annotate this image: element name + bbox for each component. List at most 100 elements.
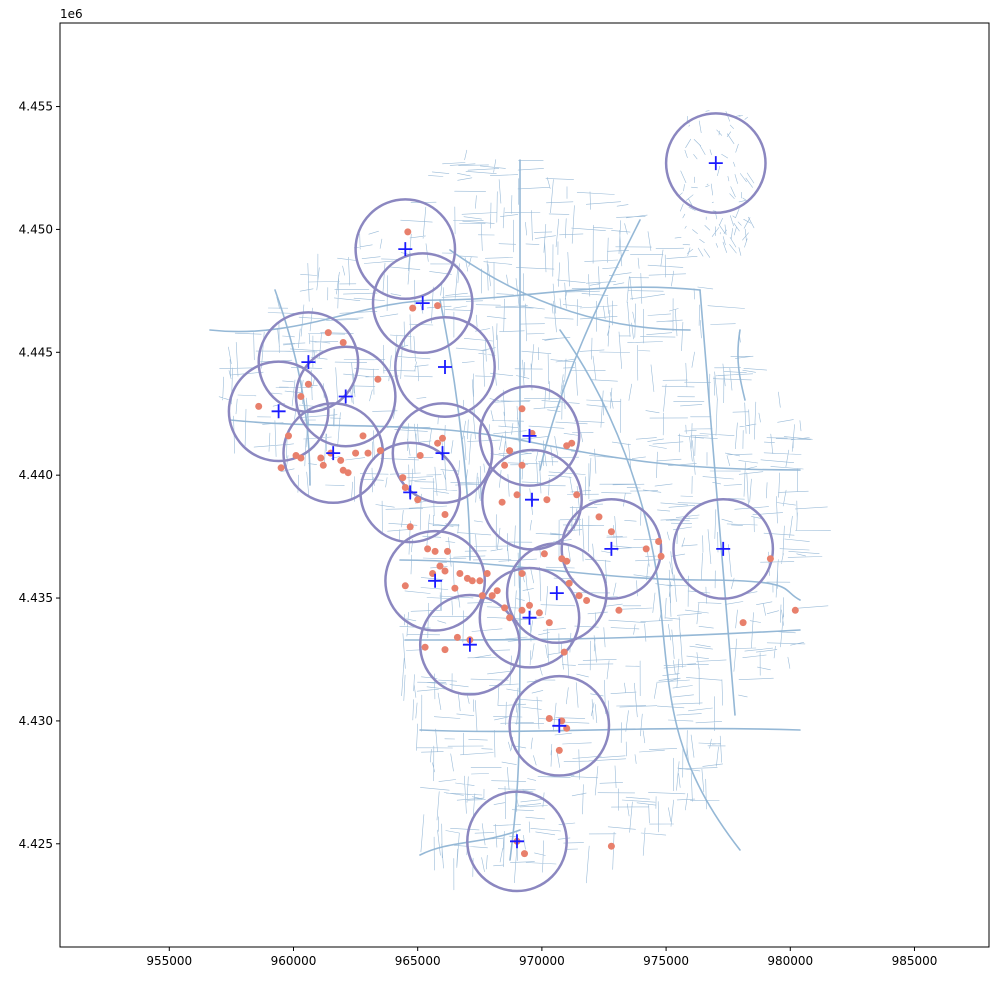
demand-point-35 — [441, 567, 449, 575]
demand-point-50 — [535, 609, 543, 617]
demand-point-19 — [344, 469, 352, 477]
coverage-circle-13 — [672, 497, 775, 600]
coverage-circle-18 — [508, 674, 611, 777]
coverage-circles — [227, 112, 775, 893]
demand-point-44 — [488, 592, 496, 600]
demand-point-49 — [526, 601, 533, 609]
y-tick-label-2: 4.435 — [19, 591, 53, 605]
demand-point-22 — [277, 464, 285, 472]
demand-point-75 — [657, 552, 665, 560]
coverage-circle-1 — [354, 198, 457, 301]
major-road-6 — [539, 219, 641, 471]
coverage-circle-0 — [664, 112, 767, 215]
center-marker-19 — [510, 834, 524, 849]
major-road-13 — [737, 329, 746, 401]
demand-point-43 — [478, 592, 486, 600]
demand-point-14 — [317, 454, 325, 462]
coverage-circle-4 — [394, 316, 496, 418]
center-marker-2 — [415, 296, 430, 311]
demand-point-31 — [424, 545, 432, 553]
demand-point-20 — [352, 449, 360, 457]
demand-point-23 — [401, 484, 409, 491]
demand-point-39 — [468, 577, 476, 585]
coverage-circle-15 — [505, 542, 608, 645]
demand-point-52 — [565, 579, 573, 587]
demand-point-8 — [255, 402, 263, 410]
coverage-circle-19 — [466, 790, 568, 893]
demand-point-33 — [444, 547, 451, 555]
y-tick-label-6: 4.455 — [19, 100, 53, 114]
coverage-circle-5 — [294, 345, 397, 448]
center-marker-7 — [522, 428, 537, 443]
demand-point-46 — [501, 604, 509, 612]
demand-point-54 — [583, 597, 591, 604]
center-marker-12 — [604, 541, 619, 556]
center-marker-11 — [525, 492, 539, 507]
demand-point-3 — [324, 329, 332, 337]
coverage-circle-14 — [384, 529, 487, 632]
y-axis: 4.425 4.430 4.435 4.440 4.445 4.450 4.455 — [19, 100, 60, 851]
major-road-11 — [439, 299, 471, 561]
y-tick-label-4: 4.445 — [19, 345, 53, 359]
demand-point-1 — [409, 304, 417, 312]
demand-point-59 — [483, 570, 491, 577]
demand-point-2 — [434, 302, 442, 310]
demand-point-34 — [436, 562, 444, 570]
major-road-12 — [274, 289, 311, 486]
demand-point-80 — [453, 633, 461, 641]
demand-point-25 — [399, 474, 407, 482]
demand-point-11 — [376, 447, 384, 455]
coverage-circle-12 — [560, 497, 663, 600]
demand-point-24 — [414, 496, 422, 504]
road-network — [209, 110, 831, 891]
demand-point-61 — [513, 491, 521, 499]
demand-point-9 — [285, 432, 292, 440]
major-road-7 — [449, 249, 691, 331]
major-road-8 — [699, 289, 736, 716]
demand-point-26 — [434, 439, 442, 447]
demand-point-85 — [545, 715, 553, 722]
major-road-4 — [419, 727, 801, 733]
demand-point-79 — [766, 555, 774, 563]
center-marker-17 — [462, 637, 477, 652]
center-marker-4 — [438, 360, 452, 374]
demand-point-71 — [595, 513, 603, 521]
demand-point-32 — [431, 547, 439, 555]
coverage-circle-9 — [391, 402, 494, 505]
y-offset-label: 1e6 — [60, 7, 83, 21]
demand-point-60 — [498, 498, 506, 506]
demand-point-48 — [518, 606, 526, 614]
demand-point-76 — [615, 606, 623, 614]
demand-point-70 — [568, 439, 576, 447]
center-marker-13 — [716, 541, 731, 556]
demand-point-30 — [406, 523, 414, 531]
x-tick-label-4: 975000 — [643, 954, 689, 968]
coverage-circle-8 — [282, 402, 385, 505]
demand-point-0 — [404, 228, 412, 236]
y-tick-label-3: 4.440 — [19, 468, 53, 482]
coverage-circle-17 — [418, 593, 521, 696]
demand-point-64 — [518, 461, 526, 469]
demand-point-7 — [374, 375, 382, 383]
demand-point-83 — [421, 643, 429, 651]
coverage-circle-6 — [227, 360, 330, 463]
demand-point-51 — [545, 619, 553, 627]
y-tick-label-5: 4.450 — [19, 222, 53, 236]
demand-point-15 — [319, 461, 327, 469]
coverage-circle-7 — [478, 384, 581, 487]
demand-point-5 — [304, 380, 312, 388]
x-tick-label-3: 970000 — [519, 954, 565, 968]
demand-point-45 — [493, 587, 501, 595]
demand-point-63 — [573, 491, 581, 499]
center-marker-9 — [435, 446, 450, 461]
x-tick-label-1: 960000 — [271, 954, 317, 968]
axes-frame — [59, 22, 990, 948]
demand-point-74 — [655, 538, 663, 545]
demand-point-10 — [359, 432, 367, 440]
enclave-roads — [674, 110, 755, 258]
major-road-10 — [419, 829, 521, 856]
coverage-circle-3 — [257, 311, 360, 414]
demand-point-73 — [642, 545, 650, 553]
demand-point-89 — [521, 850, 528, 858]
